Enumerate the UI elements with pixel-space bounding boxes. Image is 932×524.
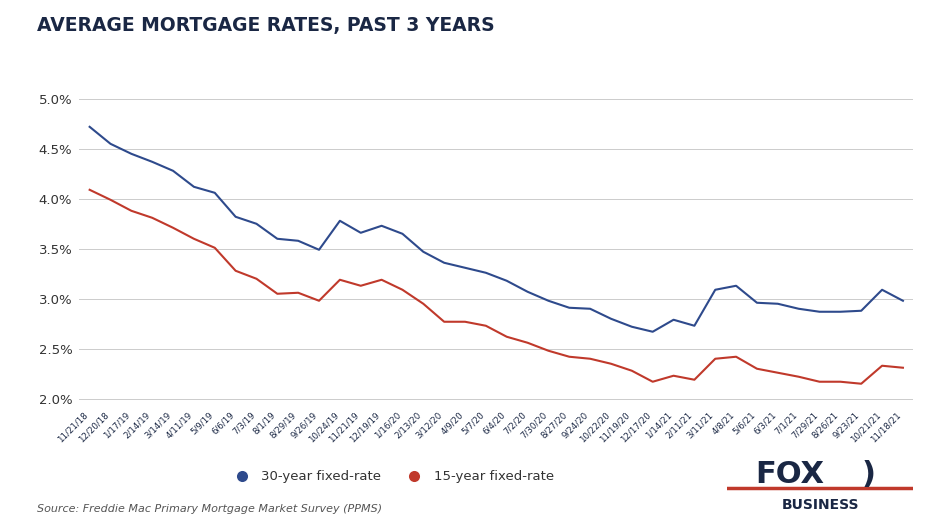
Text: ): ): [861, 460, 875, 489]
Text: Source: Freddie Mac Primary Mortgage Market Survey (PPMS): Source: Freddie Mac Primary Mortgage Mar…: [37, 504, 382, 514]
Text: FOX: FOX: [755, 460, 824, 489]
Legend: 30-year fixed-rate, 15-year fixed-rate: 30-year fixed-rate, 15-year fixed-rate: [224, 465, 559, 488]
Text: BUSINESS: BUSINESS: [781, 498, 859, 512]
Text: AVERAGE MORTGAGE RATES, PAST 3 YEARS: AVERAGE MORTGAGE RATES, PAST 3 YEARS: [37, 16, 495, 35]
